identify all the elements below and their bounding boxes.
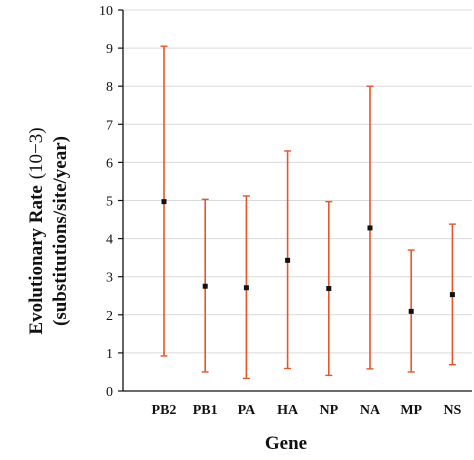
y-tick-label: 1 xyxy=(106,347,113,362)
data-point xyxy=(202,283,208,289)
y-tick-label: 4 xyxy=(106,233,113,248)
data-point xyxy=(243,285,249,291)
data-point xyxy=(161,199,167,205)
data-point xyxy=(326,286,332,292)
x-tick-label: NA xyxy=(360,403,381,418)
y-tick-label: 9 xyxy=(106,42,113,57)
data-point xyxy=(285,257,291,263)
x-tick-label: MP xyxy=(400,403,422,418)
y-tick-label: 7 xyxy=(106,118,113,133)
y-tick-label: 6 xyxy=(106,156,113,171)
data-point xyxy=(449,292,455,298)
y-tick-label: 3 xyxy=(106,271,113,286)
y-tick-label: 5 xyxy=(106,195,113,210)
y-tick-label: 8 xyxy=(106,80,113,95)
data-point xyxy=(408,308,414,314)
y-axis-title-unit: (10−3) xyxy=(26,127,47,179)
svg-text:Evolutionary Rate(10−3): Evolutionary Rate (10−3) xyxy=(26,127,47,334)
x-tick-label: NS xyxy=(443,403,461,418)
x-tick-label: PB1 xyxy=(193,403,218,418)
y-axis-title: Evolutionary Rate (10−3) (substitutions/s… xyxy=(26,127,71,334)
y-tick-label: 10 xyxy=(99,4,113,19)
y-ticks: 0 1 2 3 4 5 6 7 8 9 10 xyxy=(99,4,123,400)
x-axis-title: Gene xyxy=(265,433,307,454)
y-tick-label: 0 xyxy=(106,385,113,400)
x-tick-label: PB2 xyxy=(152,403,177,418)
y-tick-label: 2 xyxy=(106,309,113,324)
y-axis-title-main: Evolutionary Rate xyxy=(26,185,47,334)
x-tick-label: NP xyxy=(319,403,338,418)
x-ticks: PB2 PB1 PA HA NP NA MP NS xyxy=(152,403,462,418)
data-point xyxy=(367,225,373,231)
x-tick-label: HA xyxy=(277,403,299,418)
error-bars xyxy=(160,45,456,380)
y-axis-title-units: (substitutions/site/year) xyxy=(50,136,71,326)
gridlines xyxy=(123,9,472,354)
x-tick-label: PA xyxy=(238,403,257,418)
data-points xyxy=(161,199,455,314)
